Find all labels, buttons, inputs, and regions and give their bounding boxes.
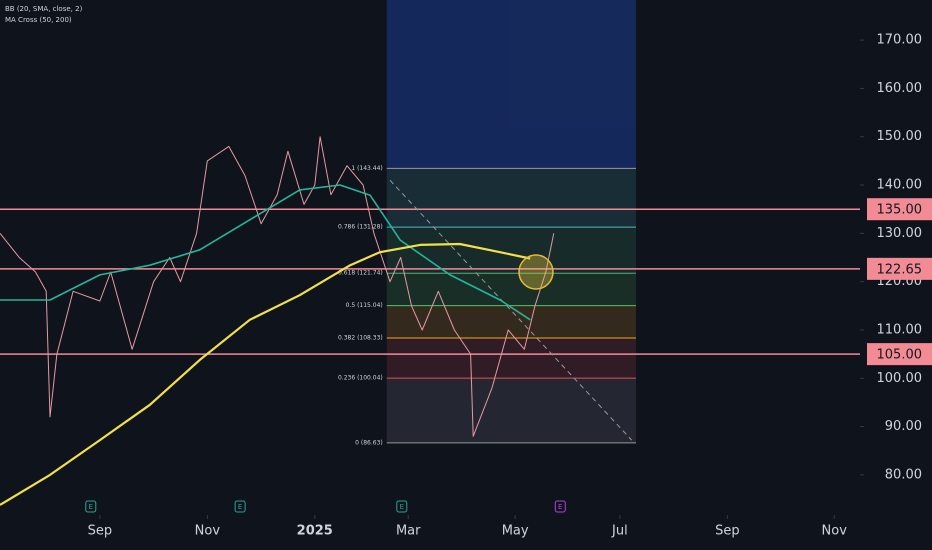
x-tick-label: Jul (611, 524, 628, 539)
level-label: 105.00 (877, 348, 923, 363)
x-tick-label: Sep (88, 524, 113, 539)
event-marker (396, 500, 408, 513)
y-tick-label: 160.00 (877, 81, 923, 96)
fib-label: 0.382 (108.33) (338, 335, 383, 342)
fib-zone (386, 168, 637, 228)
event-marker (554, 500, 566, 513)
target-zone (386, 0, 637, 169)
series-line (0, 136, 555, 437)
fib-label: 0.5 (115.04) (346, 302, 383, 309)
y-tick-label: 90.00 (885, 419, 922, 434)
fib-label: 0.236 (100.04) (338, 375, 383, 382)
indicator-label: BB (20, SMA, close, 2) (5, 5, 83, 13)
fib-label: 1 (143.44) (351, 165, 382, 172)
event-label: E (400, 503, 404, 511)
event-label: E (558, 503, 562, 511)
fib-label: 0 (86.63) (355, 439, 383, 446)
event-marker (234, 500, 246, 513)
y-tick-label: 130.00 (877, 226, 923, 241)
event-marker (85, 500, 97, 513)
x-tick-label: Sep (715, 524, 740, 539)
level-tag (867, 198, 932, 221)
series-line (0, 242, 531, 506)
level-tag (867, 343, 932, 366)
level-label: 122.65 (877, 262, 923, 277)
fib-zone (386, 305, 637, 339)
indicator-label: MA Cross (50, 200) (5, 16, 72, 24)
plot-area: 1 (143.44) 0.786 (131.28) 0.618 (121.74) 0.… (0, 0, 860, 506)
x-tick-label: May (502, 524, 529, 539)
x-tick-label: Nov (822, 524, 848, 539)
x-tick-label: 2025 (297, 524, 333, 539)
highlight-circle (518, 254, 554, 290)
fib-label: 0.786 (131.28) (338, 224, 383, 231)
y-tick-label: 80.00 (885, 467, 922, 482)
y-tick-label: 110.00 (877, 322, 923, 337)
fib-zone (386, 338, 637, 379)
event-label: E (238, 503, 242, 511)
y-tick-label: 100.00 (877, 371, 923, 386)
x-tick-label: Mar (396, 524, 421, 539)
x-tick-label: Nov (195, 524, 221, 539)
fib-zone (386, 227, 637, 274)
y-tick-label: 150.00 (877, 129, 923, 144)
fib-label: 0.618 (121.74) (338, 270, 383, 277)
series-line (0, 184, 531, 321)
event-label: E (89, 503, 93, 511)
fib-zone (386, 273, 637, 306)
level-tag (867, 257, 932, 280)
fib-zone (386, 378, 637, 443)
level-label: 135.00 (877, 203, 923, 218)
y-tick-label: 140.00 (877, 178, 923, 193)
y-tick-label: 170.00 (877, 33, 923, 48)
